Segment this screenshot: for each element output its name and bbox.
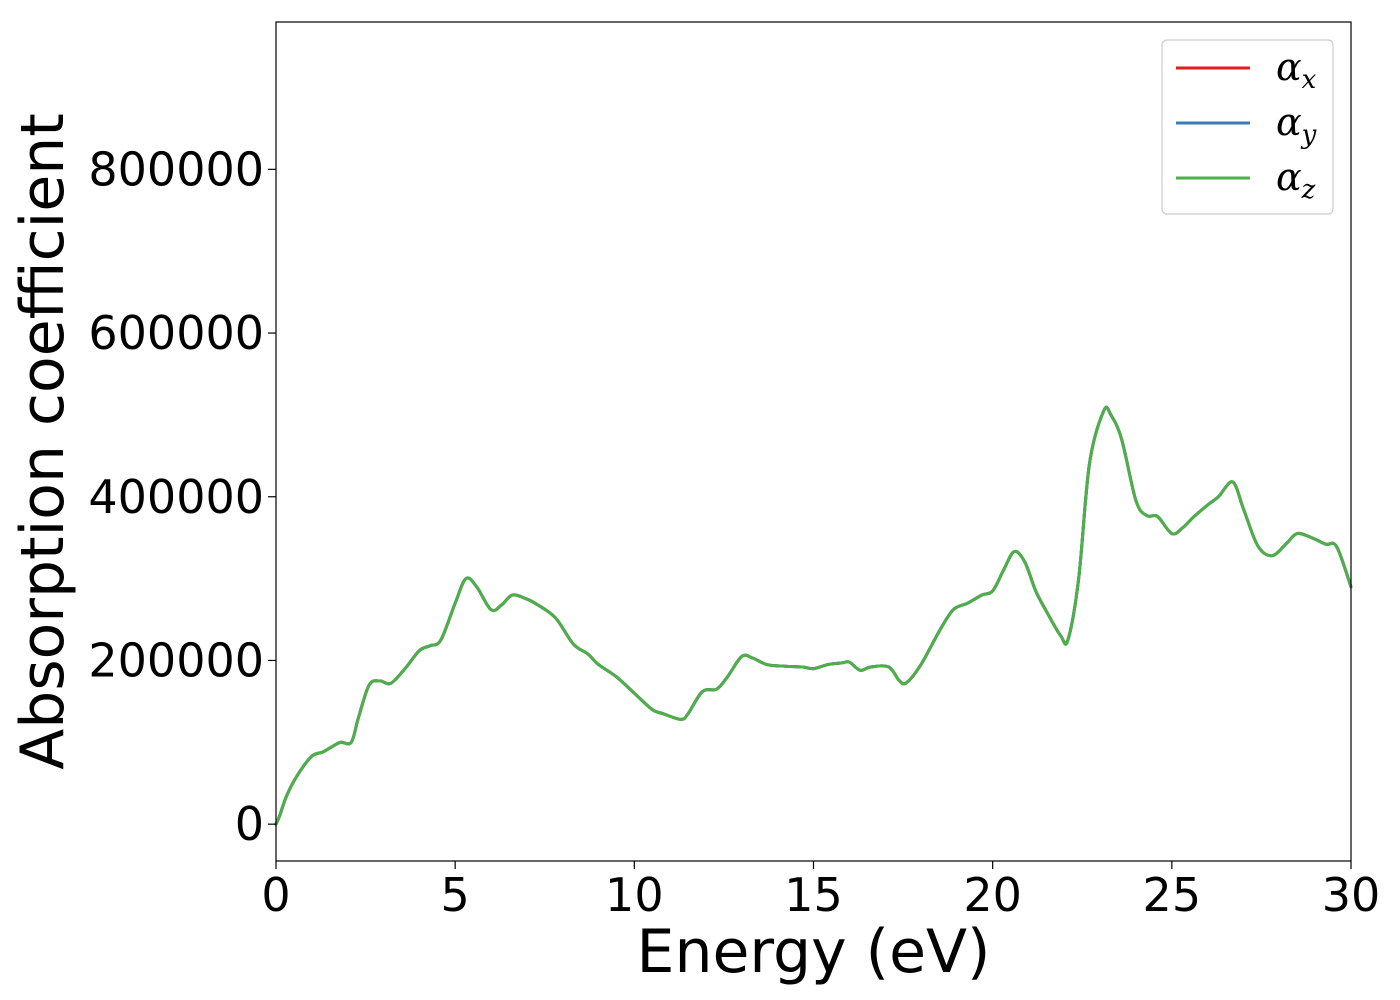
legend-label-y: αy	[1276, 100, 1317, 150]
legend-box	[1161, 39, 1334, 215]
legend-label-z: αz	[1276, 155, 1316, 205]
x-axis-title: Energy (eV)	[637, 917, 991, 987]
y-axis-title: Absorption coefficient	[8, 113, 78, 770]
legend-subscript: x	[1302, 65, 1317, 95]
x-tick-label: 20	[963, 868, 1022, 922]
series-layer	[274, 405, 1353, 826]
y-tick-label: 200000	[88, 633, 264, 687]
x-tick-label: 15	[784, 868, 843, 922]
series-line-x	[274, 405, 1353, 826]
x-tick-label: 25	[1143, 868, 1202, 922]
y-tick-label: 800000	[88, 142, 264, 196]
x-tick-label: 30	[1322, 868, 1381, 922]
y-axis-ticks: 0 200000 400000 600000 800000	[88, 142, 276, 851]
legend-symbol: α	[1276, 155, 1302, 199]
legend-label-x: αx	[1276, 45, 1317, 95]
y-tick-label: 0	[235, 797, 264, 851]
x-tick-label: 5	[441, 868, 470, 922]
x-tick-label: 10	[605, 868, 664, 922]
legend-symbol: α	[1276, 45, 1302, 89]
legend-subscript: y	[1301, 120, 1317, 150]
y-tick-label: 400000	[88, 470, 264, 524]
series-line-y	[274, 405, 1353, 826]
legend-subscript: z	[1301, 175, 1316, 205]
y-tick-label: 600000	[88, 306, 264, 360]
x-tick-label: 0	[261, 868, 290, 922]
series-line-z	[274, 405, 1353, 826]
x-axis-ticks: 0 5 10 15 20 25 30	[261, 861, 1380, 922]
legend-symbol: α	[1276, 100, 1302, 144]
